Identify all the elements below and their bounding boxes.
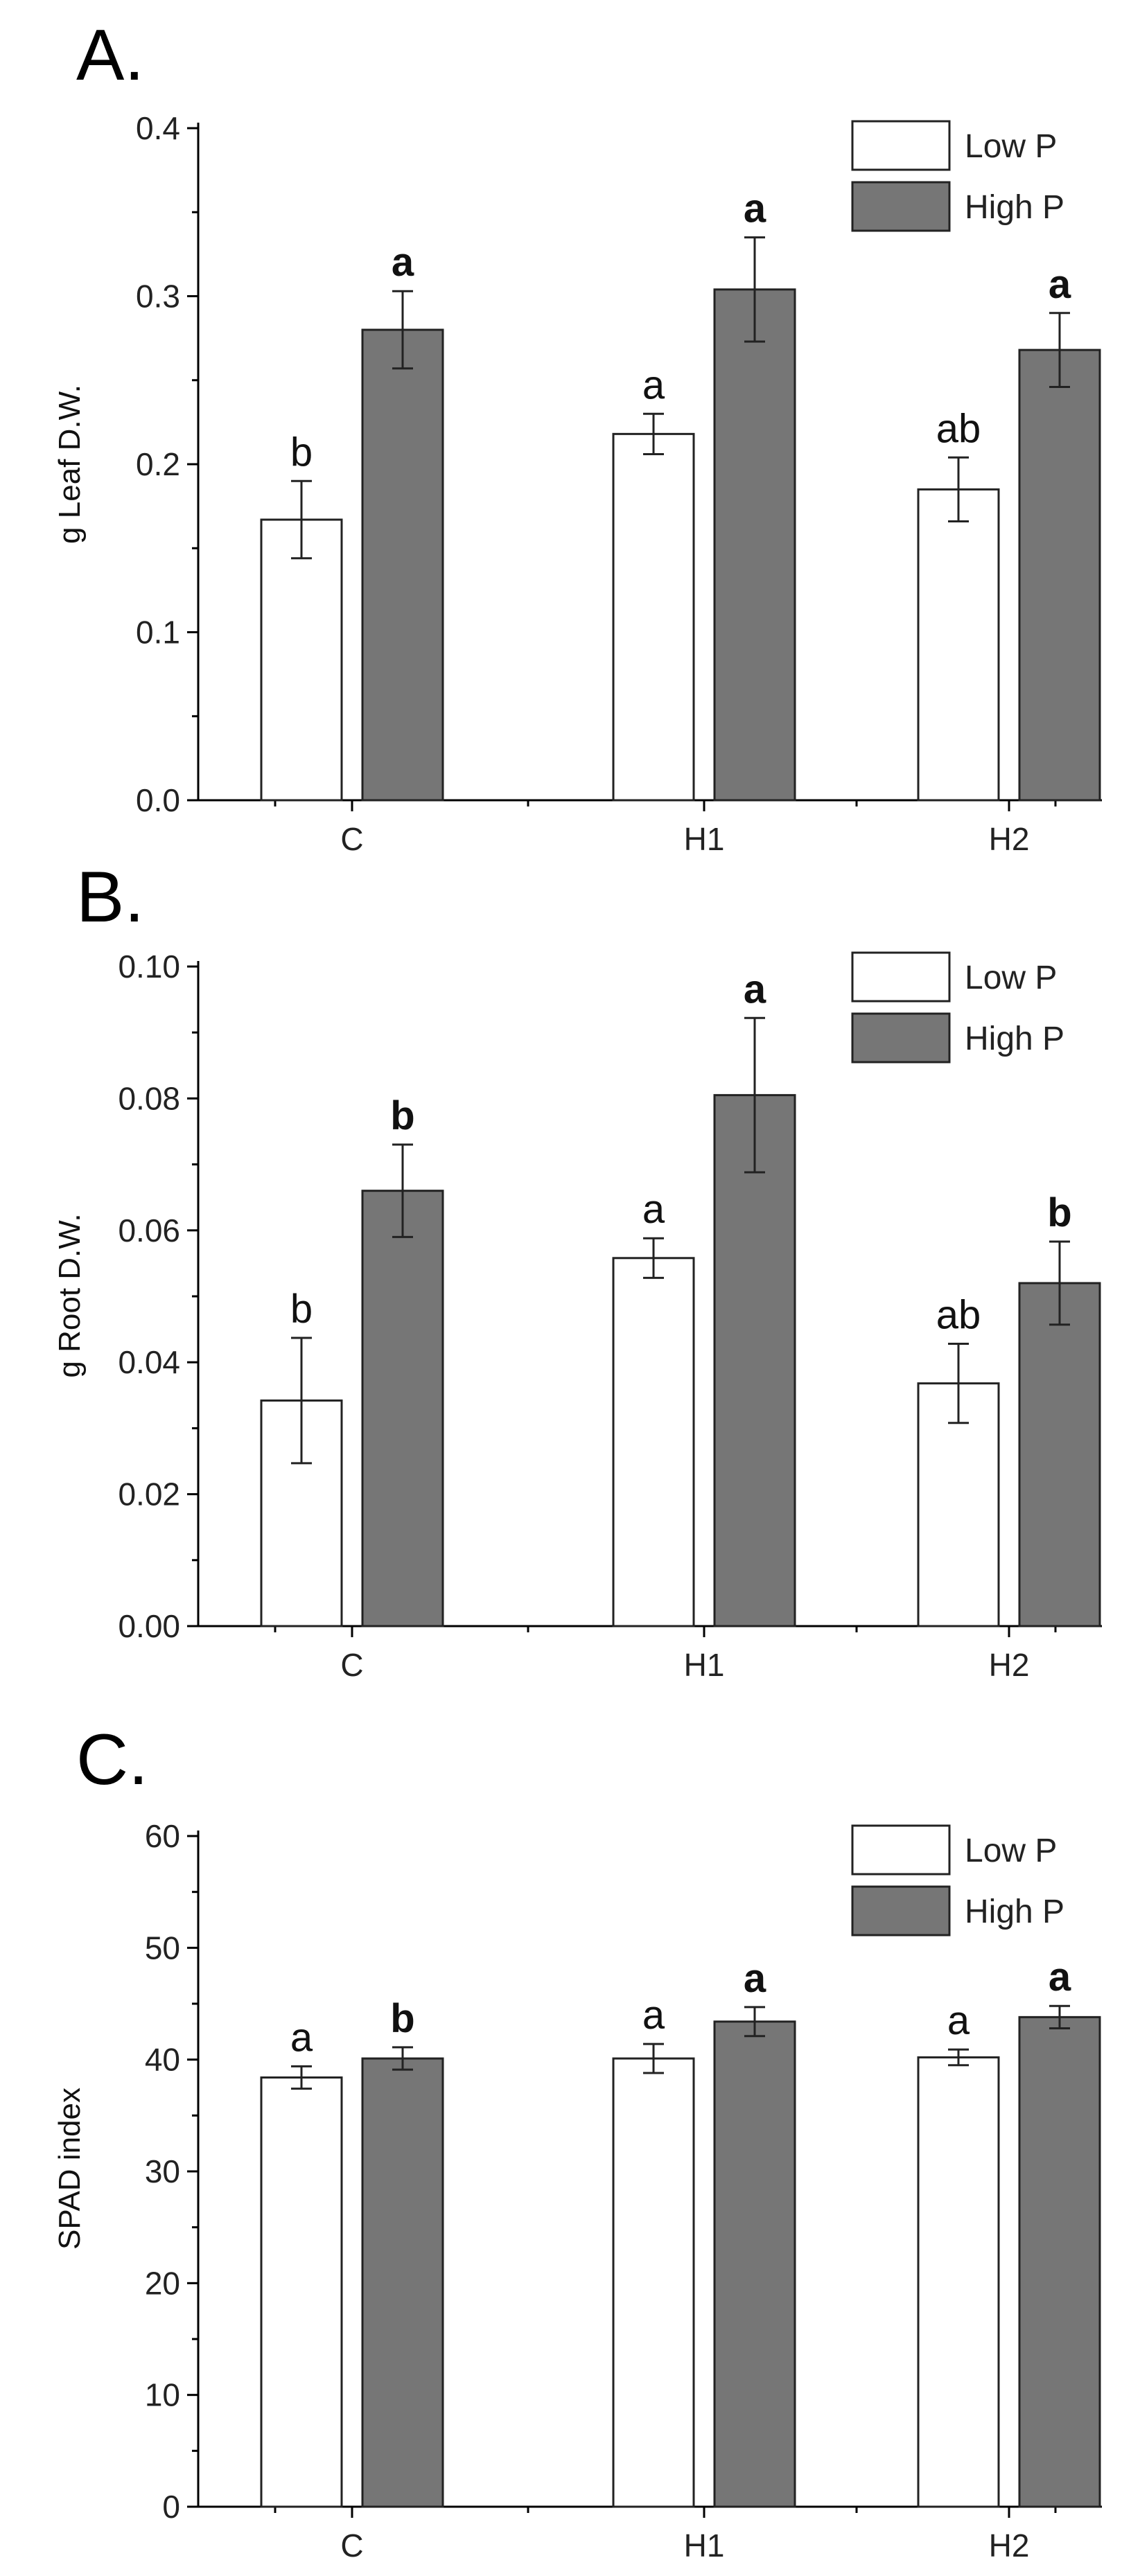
y-tick-label: 0.00 <box>118 1608 180 1644</box>
bar <box>713 2020 796 2508</box>
legend-label: High P <box>965 1894 1064 1930</box>
legend-label: Low P <box>965 960 1057 996</box>
chart-panel-3: C. SPAD index 0 10 20 30 40 50 60 C H1 H2 a a a b a a Low … <box>53 1720 1102 2564</box>
significance-letter: a <box>744 1956 766 2001</box>
x-tick-label: C <box>340 2528 363 2564</box>
x-tick-label: H1 <box>684 1647 725 1683</box>
legend: Low P High P <box>851 1824 1064 1937</box>
legend-swatch-low-p <box>851 120 951 171</box>
significance-letter: a <box>947 1998 970 2043</box>
y-axis-label: g Root D.W. <box>53 1213 87 1377</box>
significance-letter: a <box>642 1993 665 2038</box>
y-tick-label: 0.4 <box>136 110 180 146</box>
x-tick-label: C <box>340 1647 363 1683</box>
bar <box>1018 1282 1101 1627</box>
bar <box>361 1190 444 1627</box>
legend-label: High P <box>965 189 1064 226</box>
significance-letter: a <box>290 2015 313 2060</box>
legend-swatch-low-p <box>851 1824 951 1876</box>
significance-letter: a <box>1049 1955 1071 2000</box>
chart-panel-2: B. g Root D.W. 0.00 0.02 0.04 0.06 0.08 0.10 C H1… <box>53 857 1102 1683</box>
significance-letter: ab <box>936 406 981 451</box>
significance-letter: a <box>744 186 766 231</box>
bar <box>713 288 796 802</box>
significance-letter: b <box>1047 1190 1071 1235</box>
y-tick-label: 50 <box>145 1930 180 1966</box>
y-tick-label: 0.08 <box>118 1080 180 1116</box>
bar <box>612 1257 695 1627</box>
panel-label: C. <box>76 1720 148 1800</box>
bar <box>361 2057 444 2508</box>
panel-label: B. <box>76 857 144 937</box>
significance-letter: a <box>744 967 766 1012</box>
y-axis-label: g Leaf D.W. <box>53 385 87 544</box>
x-tick-label: H2 <box>989 2528 1030 2564</box>
legend-label: Low P <box>965 1833 1057 1869</box>
y-axis-label: SPAD index <box>53 2088 87 2250</box>
legend-swatch-low-p <box>851 951 951 1003</box>
bar <box>1018 349 1101 802</box>
y-tick-label: 0.2 <box>136 446 180 482</box>
bar <box>260 2076 343 2508</box>
significance-letter: b <box>390 1093 414 1138</box>
x-tick-label: H2 <box>989 1647 1030 1683</box>
bar <box>612 432 695 802</box>
x-tick-label: H2 <box>989 821 1030 857</box>
y-tick-label: 0.1 <box>136 615 180 651</box>
y-tick-label: 0.06 <box>118 1212 180 1249</box>
bar <box>260 518 343 802</box>
y-tick-label: 0.02 <box>118 1476 180 1512</box>
y-tick-label: 40 <box>145 2042 180 2078</box>
bar <box>361 328 444 802</box>
chart-panel-1: A.g Leaf D.W.0.00.10.20.30.4C H1 H2baabaaa… <box>53 15 1102 857</box>
bar <box>917 488 1000 802</box>
significance-letter: ab <box>936 1293 981 1338</box>
series-high-p: a a a <box>361 186 1101 802</box>
y-tick-label: 0.10 <box>118 949 180 985</box>
significance-letter: b <box>390 1996 414 2041</box>
x-tick-label: C <box>340 821 363 857</box>
significance-letter: a <box>642 1187 665 1232</box>
series-low-p: b a ab <box>260 362 1000 802</box>
significance-letter: a <box>642 362 665 407</box>
bar <box>917 2056 1000 2508</box>
x-tick-label: H1 <box>684 821 725 857</box>
significance-letter: b <box>290 430 313 475</box>
bar <box>713 1094 796 1627</box>
y-tick-label: 0 <box>162 2489 180 2525</box>
y-tick-label: 60 <box>145 1818 180 1854</box>
significance-letter: a <box>392 240 414 285</box>
series-low-p: b a ab <box>260 1187 1000 1627</box>
series-high-p: bab <box>361 967 1101 1627</box>
legend-swatch-high-p <box>851 1012 951 1064</box>
legend: Low P High P <box>851 951 1064 1064</box>
y-tick-label: 20 <box>145 2265 180 2301</box>
legend-swatch-high-p <box>851 181 951 232</box>
y-tick-label: 0.0 <box>136 782 180 818</box>
y-tick-label: 0.3 <box>136 279 180 315</box>
legend-swatch-high-p <box>851 1885 951 1937</box>
bar <box>612 2057 695 2508</box>
significance-letter: a <box>1049 262 1071 307</box>
bar <box>1018 2015 1101 2508</box>
legend-label: Low P <box>965 128 1057 165</box>
legend-label: High P <box>965 1021 1064 1057</box>
panel-label: A. <box>76 15 144 96</box>
x-tick-label: H1 <box>684 2528 725 2564</box>
series-high-p: ba a <box>361 1955 1101 2508</box>
legend: Low P High P <box>851 120 1064 232</box>
y-tick-label: 30 <box>145 2153 180 2189</box>
y-tick-label: 10 <box>145 2377 180 2413</box>
y-tick-label: 0.04 <box>118 1344 180 1380</box>
significance-letter: b <box>290 1287 313 1332</box>
